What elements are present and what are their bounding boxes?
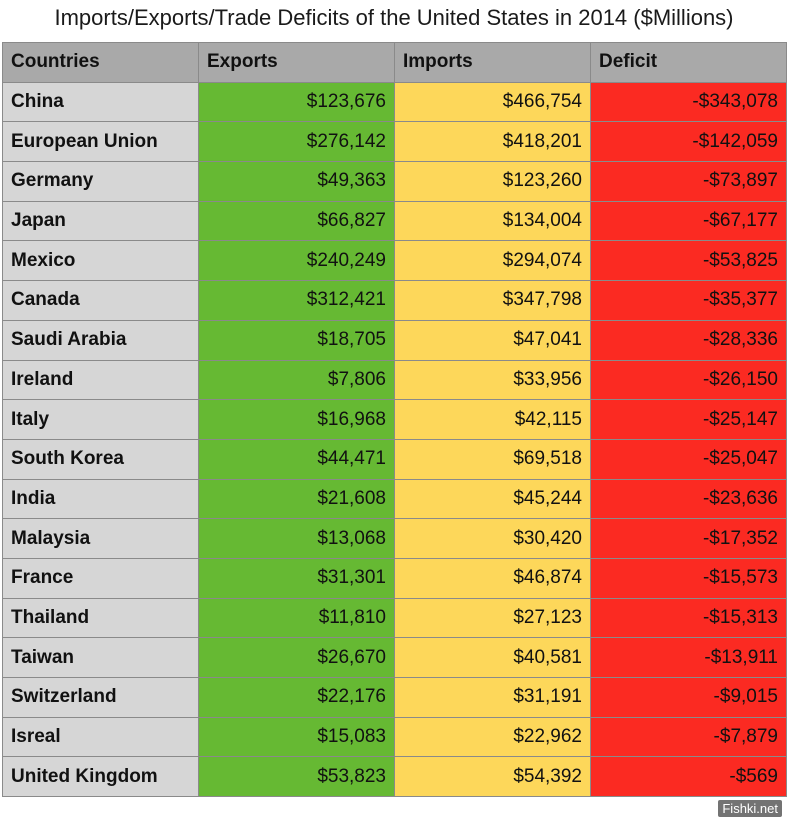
table-row: Taiwan $26,670 $40,581 -$13,911 (2, 637, 787, 678)
table-row: China $123,676 $466,754 -$343,078 (2, 81, 787, 123)
table-row: United Kingdom $53,823 $54,392 -$569 (2, 756, 787, 798)
deficit-cell: -$35,377 (590, 280, 787, 321)
imports-cell: $42,115 (394, 399, 591, 440)
table-row: Germany $49,363 $123,260 -$73,897 (2, 161, 787, 202)
table-row: India $21,608 $45,244 -$23,636 (2, 478, 787, 520)
exports-cell: $18,705 (198, 319, 395, 361)
country-cell: Taiwan (2, 637, 199, 678)
deficit-cell: -$25,147 (590, 399, 787, 440)
exports-cell: $22,176 (198, 677, 395, 718)
imports-cell: $69,518 (394, 438, 591, 480)
table-row: Mexico $240,249 $294,074 -$53,825 (2, 240, 787, 282)
deficit-cell: -$73,897 (590, 161, 787, 202)
table-row: South Korea $44,471 $69,518 -$25,047 (2, 438, 787, 480)
table-row: Switzerland $22,176 $31,191 -$9,015 (2, 677, 787, 718)
country-cell: Saudi Arabia (2, 319, 199, 361)
country-cell: Canada (2, 280, 199, 321)
header-deficit: Deficit (590, 42, 787, 83)
country-cell: Malaysia (2, 518, 199, 559)
imports-cell: $40,581 (394, 637, 591, 678)
table-row: Malaysia $13,068 $30,420 -$17,352 (2, 518, 787, 559)
country-cell: Mexico (2, 240, 199, 282)
table-title: Imports/Exports/Trade Deficits of the Un… (54, 5, 734, 30)
imports-cell: $33,956 (394, 359, 591, 401)
exports-cell: $11,810 (198, 597, 395, 639)
exports-cell: $31,301 (198, 557, 395, 599)
deficit-cell: -$142,059 (590, 121, 787, 163)
imports-cell: $347,798 (394, 280, 591, 321)
country-cell: Isreal (2, 716, 199, 758)
imports-cell: $294,074 (394, 240, 591, 282)
imports-cell: $134,004 (394, 200, 591, 242)
deficit-cell: -$26,150 (590, 359, 787, 401)
country-cell: South Korea (2, 438, 199, 480)
table-row: Thailand $11,810 $27,123 -$15,313 (2, 597, 787, 639)
deficit-cell: -$53,825 (590, 240, 787, 282)
table-body: China $123,676 $466,754 -$343,078 European U… (2, 81, 787, 798)
table-row: Japan $66,827 $134,004 -$67,177 (2, 200, 787, 242)
exports-cell: $26,670 (198, 637, 395, 678)
imports-cell: $418,201 (394, 121, 591, 163)
imports-cell: $45,244 (394, 478, 591, 520)
exports-cell: $7,806 (198, 359, 395, 401)
exports-cell: $53,823 (198, 756, 395, 798)
imports-cell: $466,754 (394, 81, 591, 123)
table-row: Isreal $15,083 $22,962 -$7,879 (2, 716, 787, 758)
country-cell: China (2, 81, 199, 123)
country-cell: Italy (2, 399, 199, 440)
country-cell: Ireland (2, 359, 199, 401)
country-cell: Switzerland (2, 677, 199, 718)
exports-cell: $13,068 (198, 518, 395, 559)
country-cell: Germany (2, 161, 199, 202)
deficit-cell: -$9,015 (590, 677, 787, 718)
deficit-cell: -$17,352 (590, 518, 787, 559)
table-row: Canada $312,421 $347,798 -$35,377 (2, 280, 787, 321)
deficit-cell: -$15,313 (590, 597, 787, 639)
deficit-cell: -$7,879 (590, 716, 787, 758)
table-row: Ireland $7,806 $33,956 -$26,150 (2, 359, 787, 401)
imports-cell: $22,962 (394, 716, 591, 758)
table-row: European Union $276,142 $418,201 -$142,059 (2, 121, 787, 163)
country-cell: Thailand (2, 597, 199, 639)
exports-cell: $15,083 (198, 716, 395, 758)
exports-cell: $16,968 (198, 399, 395, 440)
imports-cell: $27,123 (394, 597, 591, 639)
imports-cell: $47,041 (394, 319, 591, 361)
header-exports: Exports (198, 42, 395, 83)
deficit-cell: -$569 (590, 756, 787, 798)
imports-cell: $54,392 (394, 756, 591, 798)
deficit-cell: -$15,573 (590, 557, 787, 599)
country-cell: India (2, 478, 199, 520)
exports-cell: $240,249 (198, 240, 395, 282)
deficit-cell: -$13,911 (590, 637, 787, 678)
country-cell: European Union (2, 121, 199, 163)
imports-cell: $30,420 (394, 518, 591, 559)
watermark: Fishki.net (718, 800, 782, 817)
table-row: Saudi Arabia $18,705 $47,041 -$28,336 (2, 319, 787, 361)
header-row: Countries Exports Imports Deficit (2, 42, 787, 83)
table-row: France $31,301 $46,874 -$15,573 (2, 557, 787, 599)
imports-cell: $123,260 (394, 161, 591, 202)
deficit-cell: -$28,336 (590, 319, 787, 361)
header-countries: Countries (2, 42, 199, 83)
exports-cell: $123,676 (198, 81, 395, 123)
exports-cell: $66,827 (198, 200, 395, 242)
country-cell: France (2, 557, 199, 599)
exports-cell: $21,608 (198, 478, 395, 520)
deficit-cell: -$343,078 (590, 81, 787, 123)
exports-cell: $312,421 (198, 280, 395, 321)
exports-cell: $276,142 (198, 121, 395, 163)
country-cell: United Kingdom (2, 756, 199, 798)
table-row: Italy $16,968 $42,115 -$25,147 (2, 399, 787, 440)
imports-cell: $46,874 (394, 557, 591, 599)
exports-cell: $44,471 (198, 438, 395, 480)
deficit-cell: -$67,177 (590, 200, 787, 242)
trade-table: Countries Exports Imports Deficit China $… (2, 42, 787, 798)
deficit-cell: -$23,636 (590, 478, 787, 520)
country-cell: Japan (2, 200, 199, 242)
exports-cell: $49,363 (198, 161, 395, 202)
deficit-cell: -$25,047 (590, 438, 787, 480)
imports-cell: $31,191 (394, 677, 591, 718)
header-imports: Imports (394, 42, 591, 83)
